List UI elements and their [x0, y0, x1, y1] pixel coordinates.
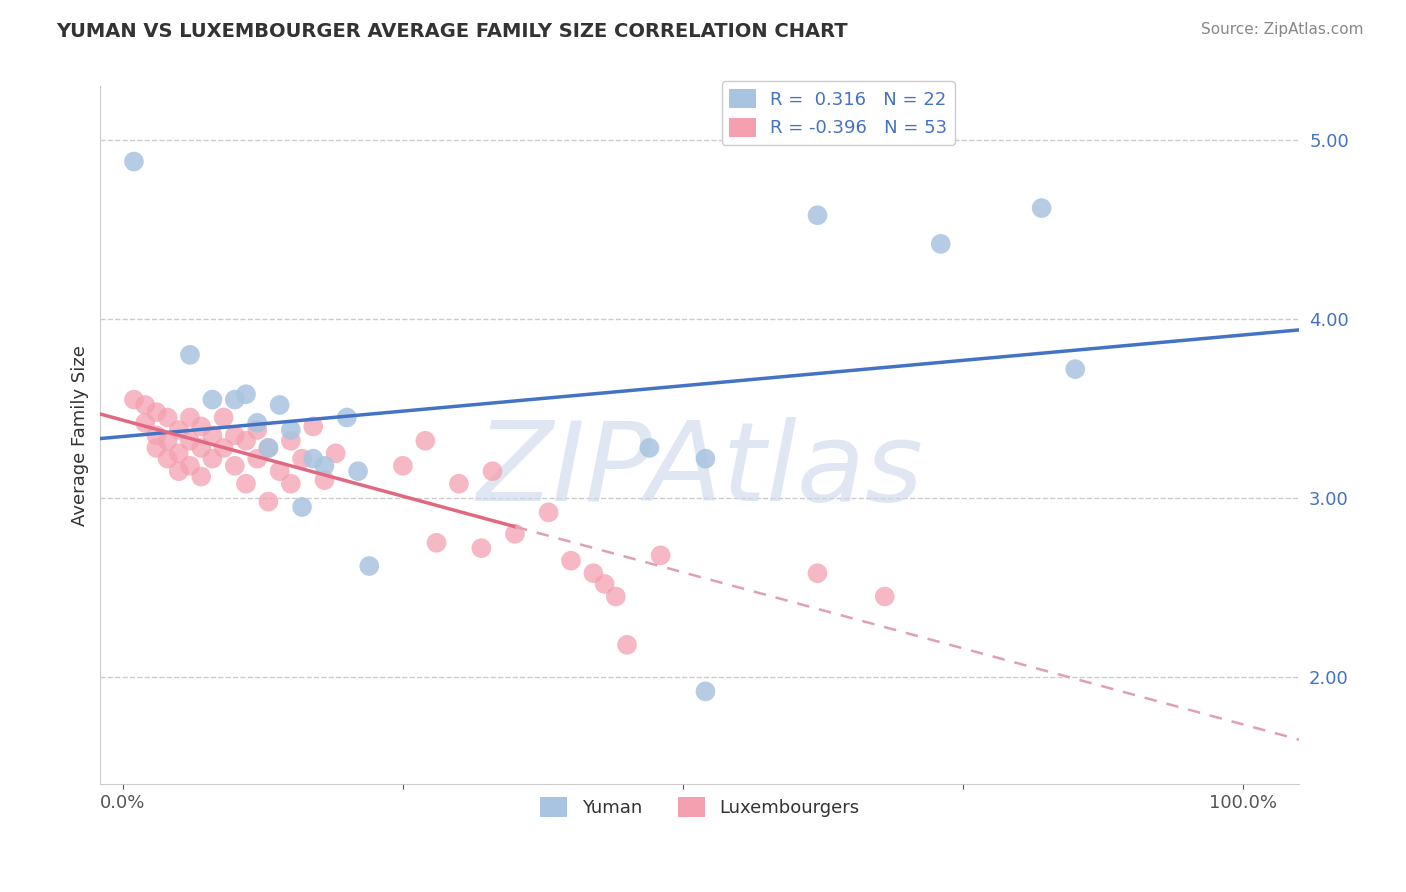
Point	[470, 541, 492, 556]
Point	[929, 236, 952, 251]
Point	[190, 441, 212, 455]
Point	[269, 464, 291, 478]
Point	[481, 464, 503, 478]
Point	[122, 392, 145, 407]
Point	[695, 684, 717, 698]
Point	[291, 500, 314, 514]
Point	[695, 451, 717, 466]
Point	[235, 434, 257, 448]
Text: Source: ZipAtlas.com: Source: ZipAtlas.com	[1201, 22, 1364, 37]
Point	[806, 208, 828, 222]
Point	[257, 441, 280, 455]
Point	[246, 423, 269, 437]
Point	[167, 464, 190, 478]
Y-axis label: Average Family Size: Average Family Size	[72, 345, 89, 525]
Point	[873, 590, 896, 604]
Point	[638, 441, 661, 455]
Point	[280, 423, 302, 437]
Point	[302, 419, 325, 434]
Point	[179, 434, 201, 448]
Point	[156, 451, 179, 466]
Point	[224, 458, 246, 473]
Point	[425, 536, 447, 550]
Point	[593, 577, 616, 591]
Point	[1064, 362, 1087, 376]
Point	[201, 428, 224, 442]
Point	[224, 392, 246, 407]
Point	[1031, 201, 1053, 215]
Point	[156, 410, 179, 425]
Point	[650, 549, 672, 563]
Point	[537, 505, 560, 519]
Point	[224, 428, 246, 442]
Point	[212, 410, 235, 425]
Point	[314, 473, 336, 487]
Point	[280, 476, 302, 491]
Point	[179, 410, 201, 425]
Point	[302, 451, 325, 466]
Point	[616, 638, 638, 652]
Point	[314, 458, 336, 473]
Point	[269, 398, 291, 412]
Point	[359, 559, 381, 574]
Point	[325, 446, 347, 460]
Point	[167, 446, 190, 460]
Point	[336, 410, 359, 425]
Point	[179, 348, 201, 362]
Point	[201, 392, 224, 407]
Point	[235, 476, 257, 491]
Point	[134, 398, 156, 412]
Point	[280, 434, 302, 448]
Point	[179, 458, 201, 473]
Point	[447, 476, 470, 491]
Point	[134, 416, 156, 430]
Point	[156, 434, 179, 448]
Point	[201, 451, 224, 466]
Point	[145, 405, 167, 419]
Point	[246, 416, 269, 430]
Point	[503, 526, 526, 541]
Point	[190, 419, 212, 434]
Point	[257, 494, 280, 508]
Point	[413, 434, 436, 448]
Point	[235, 387, 257, 401]
Point	[806, 566, 828, 581]
Point	[145, 441, 167, 455]
Point	[190, 469, 212, 483]
Point	[392, 458, 415, 473]
Text: ZIPAtlas: ZIPAtlas	[477, 417, 924, 524]
Text: YUMAN VS LUXEMBOURGER AVERAGE FAMILY SIZE CORRELATION CHART: YUMAN VS LUXEMBOURGER AVERAGE FAMILY SIZ…	[56, 22, 848, 41]
Point	[122, 154, 145, 169]
Point	[167, 423, 190, 437]
Point	[605, 590, 627, 604]
Point	[246, 451, 269, 466]
Point	[347, 464, 370, 478]
Point	[560, 554, 582, 568]
Legend: Yuman, Luxembourgers: Yuman, Luxembourgers	[533, 790, 868, 824]
Point	[257, 441, 280, 455]
Point	[291, 451, 314, 466]
Point	[145, 428, 167, 442]
Point	[582, 566, 605, 581]
Point	[212, 441, 235, 455]
